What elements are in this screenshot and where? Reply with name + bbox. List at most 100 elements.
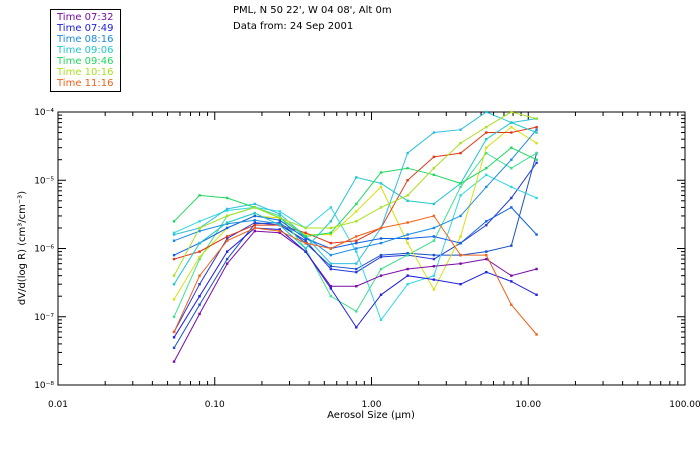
series-time-11-16-point [198,274,201,277]
series-time-11-16-point [355,235,358,238]
series-time-10-16-point [379,206,383,209]
extra-trace-2-point [225,209,229,212]
extra-trace-4-point [485,146,488,149]
series-time-09-46-point [406,167,409,170]
extra-trace-1-point [329,265,333,268]
series-time-11-16-point [535,333,538,336]
series-time-07-49-point [406,274,409,277]
extra-trace-0-point [432,257,436,261]
series-time-07-32-point [510,274,513,277]
y-tick-label-3: 10⁻⁵ [34,176,54,186]
series-time-07-49-point [225,250,229,253]
extra-trace-3-point [510,167,513,170]
series-time-11-16-point [304,241,307,245]
extra-trace-5-point [432,155,436,159]
extra-trace-3-point [329,295,333,298]
series-time-08-16-point [329,253,333,257]
extra-trace-7-point [225,226,229,230]
series-time-09-06-point [304,247,307,250]
series-time-07-32-point [172,360,176,363]
extra-trace-3-point [198,257,201,261]
x-tick-label-0: 0.01 [48,400,68,410]
series-time-07-49-point [172,336,176,339]
series-time-08-16-point [278,222,281,226]
series-time-08-16-point [379,241,383,245]
series-time-07-49-point [198,295,201,298]
series-time-09-06-point [329,220,333,223]
x-tick-label-4: 100.00 [669,400,700,410]
series-time-11-16-point [485,253,488,257]
extra-trace-4-point [406,241,409,245]
series-time-08-16-point [172,239,176,242]
chart-date-header: Data from: 24 Sep 2001 [233,21,354,32]
extra-trace-2-point [278,210,281,213]
x-axis-label: Aerosol Size (μm) [327,410,415,421]
extra-trace-4-point [510,125,513,129]
extra-trace-3-point [535,151,538,155]
series-time-10-16-point [510,110,513,114]
extra-trace-6-point [278,212,281,216]
series-time-09-06-point [253,211,256,215]
extra-trace-0-point [329,267,333,271]
series-time-10-16-point [172,274,176,277]
extra-trace-5-point [172,257,176,261]
extra-trace-4-point [432,288,436,291]
x-tick-label-1: 0.10 [205,400,225,410]
extra-trace-7-point [278,218,281,222]
extra-trace-7-point [485,220,488,223]
extra-trace-1-point [198,303,201,306]
series-time-09-06-point [172,282,176,286]
series-time-07-32-point [355,285,358,288]
extra-trace-6-point [355,262,358,265]
extra-trace-1-point [510,244,513,247]
series-time-08-16-point [406,233,409,236]
series-time-09-46-point [198,194,201,197]
extra-trace-5-point [355,239,358,242]
series-time-07-32-point [329,285,333,288]
y-tick-label-4: 10⁻⁴ [34,108,54,118]
extra-trace-0-point [355,270,358,274]
series-time-08-16-point [355,247,358,250]
series-time-07-49-point [510,280,513,283]
x-tick-label-2: 1.00 [361,400,381,410]
series-time-11-16-point [225,239,229,242]
series-time-09-06-point [510,121,513,124]
extra-trace-5-point [510,131,513,134]
extra-trace-3-point [172,315,176,318]
series-time-09-46-point [432,173,436,177]
extra-trace-1-point [172,346,176,350]
extra-trace-7-point [172,253,176,257]
extra-trace-4-point [304,233,307,236]
extra-trace-4-point [329,233,333,236]
extra-trace-0-point [379,255,383,259]
extra-trace-3-point [485,151,488,155]
series-time-11-16-point [329,247,333,250]
extra-trace-2-point [379,318,383,322]
series-time-07-49-point [459,282,462,286]
series-time-07-49-point [432,278,436,281]
axis-ticks [57,112,685,386]
series-time-07-49-point [355,326,358,329]
extra-trace-5-point [253,223,256,227]
series-time-09-06-point [198,241,201,245]
series-time-08-16-point [535,128,538,131]
extra-trace-1-point [355,267,358,271]
extra-trace-7-point [379,237,383,240]
extra-trace-7-point [510,206,513,209]
extra-trace-1-point [485,250,488,253]
plot-frame [57,111,686,386]
series-time-08-16-point [225,222,229,226]
series-time-09-46-point [379,171,383,174]
x-tick-labels: 0.01 0.10 1.00 10.00 100.00 [48,400,700,410]
extra-trace-2-point [406,282,409,286]
series-time-07-32-point [535,267,538,271]
extra-trace-0-point [225,237,229,240]
series-time-07-49-point [278,228,281,231]
series-time-09-46-point [459,182,462,185]
legend-item-1016: Time 10:16 [57,67,114,78]
legend-item-0749: Time 07:49 [57,23,114,34]
series-time-11-16-point [510,303,513,306]
series-time-07-49-line [173,227,537,338]
series-time-09-06-point [278,223,281,227]
